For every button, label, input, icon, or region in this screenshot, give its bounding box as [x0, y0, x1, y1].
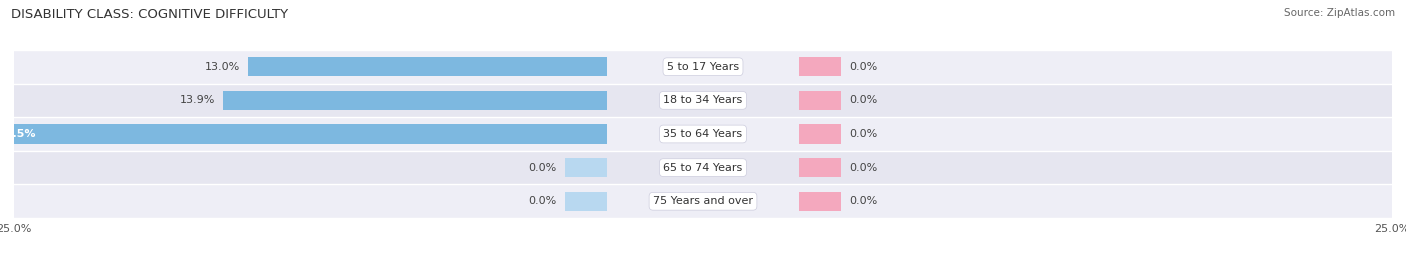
Bar [800, 158, 841, 177]
Bar [14, 117, 1392, 151]
Text: 0.0%: 0.0% [849, 129, 877, 139]
Bar [14, 50, 1392, 84]
Text: Source: ZipAtlas.com: Source: ZipAtlas.com [1284, 8, 1395, 18]
Text: DISABILITY CLASS: COGNITIVE DIFFICULTY: DISABILITY CLASS: COGNITIVE DIFFICULTY [11, 8, 288, 21]
Bar [800, 124, 841, 144]
Bar [14, 184, 1392, 218]
Text: 0.0%: 0.0% [849, 196, 877, 206]
Text: 13.9%: 13.9% [180, 95, 215, 105]
Text: 0.0%: 0.0% [529, 196, 557, 206]
Bar [14, 84, 1392, 117]
Text: 5 to 17 Years: 5 to 17 Years [666, 62, 740, 72]
Text: 65 to 74 Years: 65 to 74 Years [664, 163, 742, 173]
Bar [800, 57, 841, 76]
Text: 0.0%: 0.0% [849, 62, 877, 72]
Bar [565, 158, 606, 177]
Bar [14, 151, 1392, 184]
Text: 13.0%: 13.0% [205, 62, 240, 72]
Bar [800, 192, 841, 211]
Text: 35 to 64 Years: 35 to 64 Years [664, 129, 742, 139]
Text: 0.0%: 0.0% [529, 163, 557, 173]
Bar [224, 91, 606, 110]
Text: 75 Years and over: 75 Years and over [652, 196, 754, 206]
Bar [0, 124, 606, 144]
Bar [249, 57, 606, 76]
Text: 0.0%: 0.0% [849, 163, 877, 173]
Text: 22.5%: 22.5% [0, 129, 37, 139]
Bar [565, 192, 606, 211]
Text: 0.0%: 0.0% [849, 95, 877, 105]
Bar [800, 91, 841, 110]
Text: 18 to 34 Years: 18 to 34 Years [664, 95, 742, 105]
